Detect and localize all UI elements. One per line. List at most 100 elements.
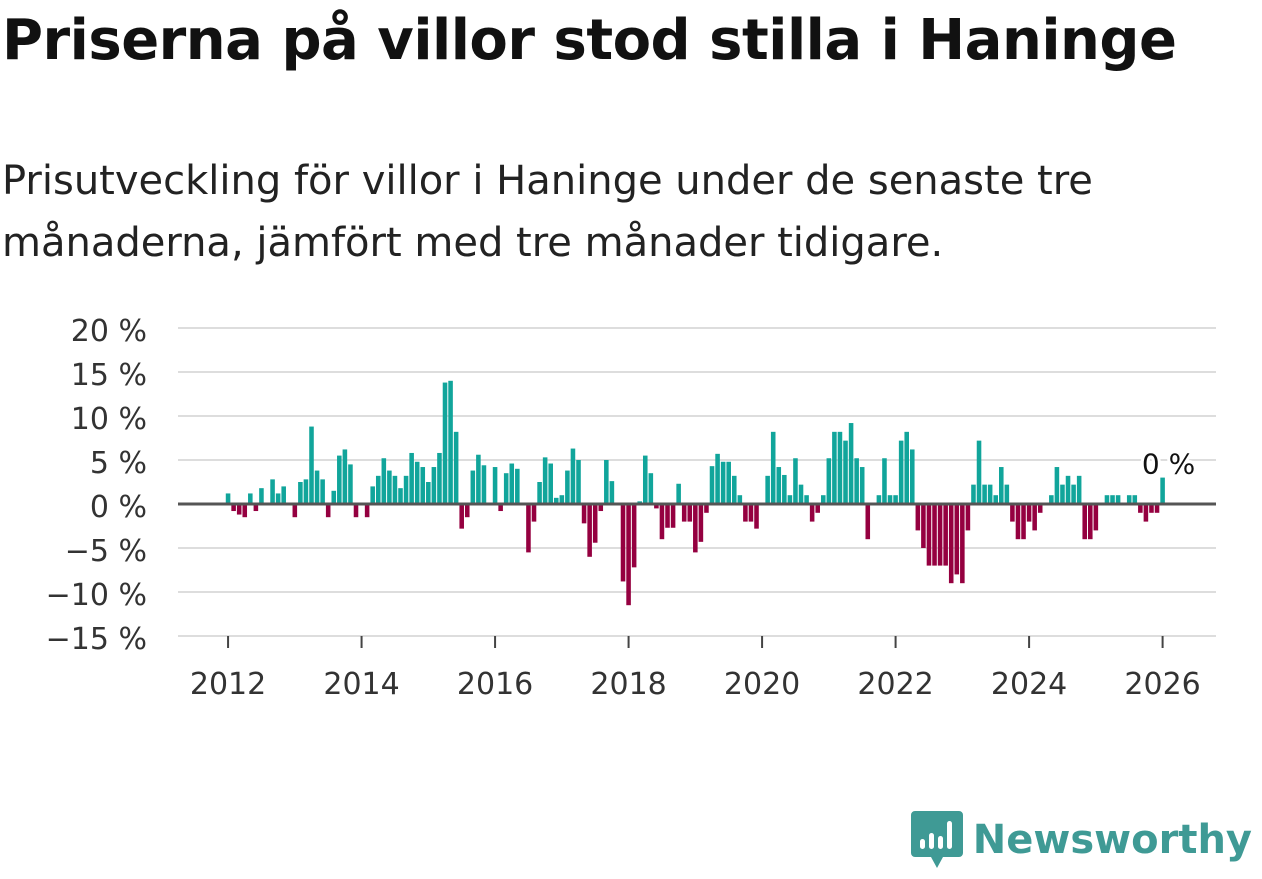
bar xyxy=(553,497,559,504)
bar xyxy=(548,463,553,504)
bar xyxy=(604,460,609,504)
bar xyxy=(431,467,437,504)
bar xyxy=(1054,467,1060,504)
bar xyxy=(948,504,954,584)
bar xyxy=(904,431,909,504)
bar xyxy=(676,483,681,504)
bar xyxy=(320,479,325,504)
bar xyxy=(693,504,698,553)
bar xyxy=(392,475,398,504)
bar xyxy=(325,504,331,518)
bar xyxy=(809,504,815,522)
y-axis-ticks: 20 % 15 % 10 % 5 % 0 % −5 % −10 % −15 % xyxy=(46,314,147,657)
bar xyxy=(709,466,715,504)
bar xyxy=(887,495,893,504)
bar xyxy=(1015,504,1021,540)
bar xyxy=(659,504,665,540)
bar xyxy=(565,470,570,504)
bar xyxy=(893,495,898,504)
bar xyxy=(820,495,826,504)
bar xyxy=(687,504,693,522)
gridlines xyxy=(178,327,1216,637)
bar xyxy=(737,495,743,504)
bar xyxy=(381,458,387,504)
y-tick-label: 15 % xyxy=(71,358,147,393)
bar xyxy=(492,467,498,504)
bar xyxy=(943,504,948,566)
bar xyxy=(570,448,576,504)
bar xyxy=(826,458,832,504)
y-tick-label: 10 % xyxy=(71,402,147,437)
bar xyxy=(275,493,281,504)
bar xyxy=(909,449,915,504)
bar xyxy=(281,486,286,504)
bar xyxy=(843,440,848,504)
bar xyxy=(592,504,598,543)
bar xyxy=(225,493,231,504)
bar xyxy=(1082,504,1088,540)
bar xyxy=(503,473,509,504)
bar xyxy=(804,495,809,504)
bar xyxy=(954,504,960,575)
bar xyxy=(231,504,236,512)
bar xyxy=(437,452,442,504)
x-axis-ticks: 2012 2014 2016 2018 2020 2022 2024 2026 xyxy=(190,636,1201,702)
bar xyxy=(270,479,275,504)
bar xyxy=(337,455,342,504)
bar xyxy=(303,479,309,504)
bar xyxy=(542,457,548,504)
bar xyxy=(248,493,253,504)
bar xyxy=(631,504,637,568)
bar xyxy=(609,481,615,504)
bar xyxy=(921,504,926,548)
bar xyxy=(1065,475,1071,504)
bar xyxy=(309,426,314,504)
bar xyxy=(236,504,242,515)
x-tick-label: 2020 xyxy=(724,667,800,702)
bar xyxy=(1143,504,1149,522)
y-tick-label: 20 % xyxy=(71,314,147,349)
bar xyxy=(654,504,659,509)
bar xyxy=(882,458,887,504)
x-tick-label: 2018 xyxy=(590,667,666,702)
newsworthy-logo: Newsworthy xyxy=(910,811,1252,869)
bar xyxy=(403,475,409,504)
brand-name: Newsworthy xyxy=(972,817,1252,863)
bar xyxy=(754,504,759,529)
bar xyxy=(620,504,626,582)
bar xyxy=(398,488,403,504)
bar xyxy=(476,454,481,504)
bar xyxy=(314,470,320,504)
bar xyxy=(342,449,348,504)
x-tick-label: 2014 xyxy=(323,667,399,702)
bar xyxy=(971,484,976,504)
bar xyxy=(464,504,470,518)
y-tick-label: 5 % xyxy=(90,446,147,481)
bar xyxy=(598,504,604,512)
x-tick-label: 2024 xyxy=(991,667,1067,702)
bar xyxy=(1076,475,1082,504)
bar xyxy=(854,458,859,504)
bar xyxy=(1154,504,1160,513)
bar xyxy=(387,470,392,504)
bar xyxy=(670,504,676,528)
bar xyxy=(665,504,670,528)
bar xyxy=(259,488,264,504)
bar xyxy=(414,461,420,504)
bar xyxy=(515,468,520,504)
bar xyxy=(420,467,426,504)
bar xyxy=(743,504,748,522)
bar xyxy=(681,504,687,522)
bar xyxy=(1104,495,1110,504)
bar xyxy=(837,431,843,504)
bar xyxy=(859,467,865,504)
bar xyxy=(770,431,776,504)
bar xyxy=(937,504,943,566)
bar xyxy=(982,484,987,504)
bar xyxy=(1026,504,1032,522)
bar xyxy=(815,504,820,513)
bar xyxy=(587,504,592,557)
bar xyxy=(1004,484,1010,504)
bar xyxy=(926,504,932,566)
